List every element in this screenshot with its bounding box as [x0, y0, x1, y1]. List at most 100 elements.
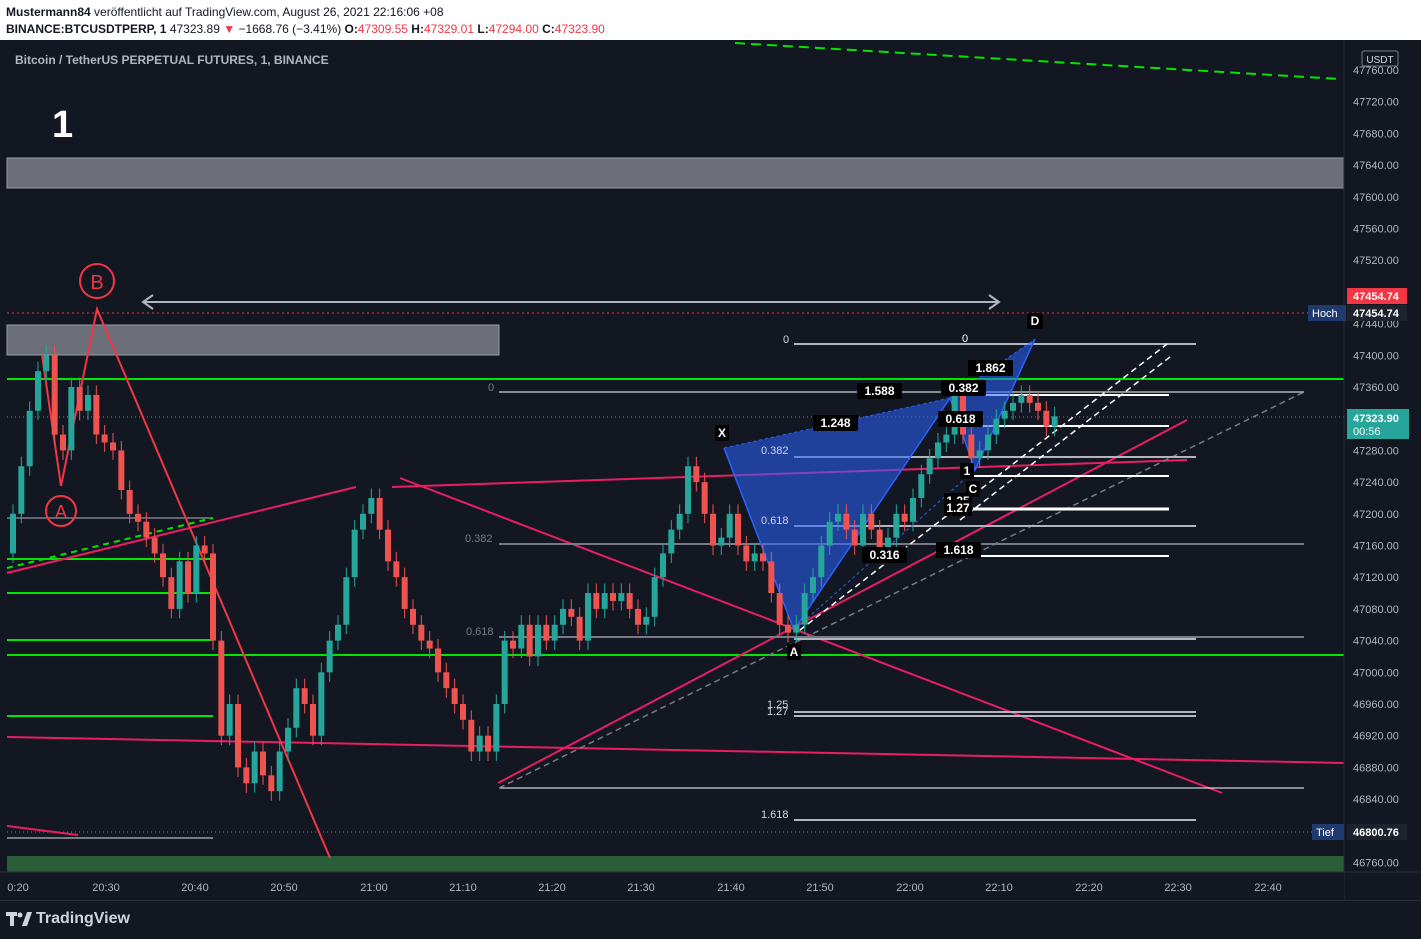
pattern-point-d-box [1027, 313, 1043, 329]
price-tick: 47040.00 [1353, 636, 1399, 648]
time-tick: 21:40 [717, 882, 745, 894]
ratio-0618[interactable]: 0.618 [945, 412, 975, 426]
candle-body [893, 513, 900, 538]
time-tick: 21:10 [449, 882, 477, 894]
last-price: 47323.89 [169, 22, 220, 36]
price-chart[interactable]: X A C D 1.588 1.248 1.862 0.382 0.618 0.316 1.618 1… [0, 40, 1421, 900]
chart-legend[interactable]: Bitcoin / TetherUS PERPETUAL FUTURES, 1,… [15, 53, 329, 67]
ratio-1588[interactable]: 1.588 [864, 384, 894, 398]
publish-header: Mustermann84 veröffentlicht auf TradingV… [0, 0, 1421, 40]
channel-dashed-2[interactable] [959, 356, 1171, 521]
candle-body [710, 513, 716, 546]
time-tick: 21:20 [538, 882, 566, 894]
price-tick: 47360.00 [1353, 382, 1399, 394]
price-tick: 47640.00 [1353, 160, 1399, 172]
candle-body [51, 355, 58, 435]
candle-body [643, 616, 650, 625]
candle-body [551, 624, 558, 641]
candle-body [135, 513, 141, 522]
candle-body [360, 513, 366, 530]
candle-body [676, 513, 683, 530]
ratio-0316[interactable]: 0.316 [869, 548, 899, 562]
candle-body [185, 561, 191, 594]
hoch-price-value: 47454.74 [1353, 308, 1400, 320]
tradingview-logo[interactable]: TradingView [6, 910, 130, 928]
pattern-point-c[interactable]: C [969, 482, 978, 496]
candle-body [1051, 416, 1058, 427]
down-arrow-icon: ▼ [223, 22, 236, 36]
candle-body [985, 434, 991, 451]
pattern-point-d[interactable]: D [1031, 314, 1040, 328]
price-axis[interactable] [1344, 40, 1421, 872]
candle-body [243, 767, 250, 784]
candle-body [935, 442, 941, 459]
wave-lead-line[interactable] [41, 354, 62, 487]
candle-body [1026, 394, 1033, 403]
candle-body [735, 513, 741, 546]
candle-body [193, 545, 200, 594]
support-zone-bottom [7, 856, 1344, 874]
annotation-number[interactable]: 1 [52, 104, 74, 146]
ratio-127-box [944, 500, 972, 516]
low-label: L: [477, 22, 489, 36]
pink-trend-1[interactable] [6, 486, 357, 574]
currency-label: USDT [1366, 55, 1393, 66]
candle-body [26, 410, 33, 467]
chart-area[interactable]: X A C D 1.588 1.248 1.862 0.382 0.618 0.316 1.618 1… [0, 40, 1421, 900]
green-dashed-small[interactable] [6, 517, 214, 569]
price-tick: 47520.00 [1353, 255, 1399, 267]
fib-mid-1618: 1.618 [761, 809, 789, 821]
candle-body [651, 577, 658, 617]
price-tick: 47080.00 [1353, 604, 1399, 616]
pattern-point-x[interactable]: X [718, 426, 726, 440]
wave-label-a[interactable]: A [55, 502, 67, 522]
pattern-point-a[interactable]: A [790, 645, 799, 659]
candle-body [1001, 410, 1008, 419]
tief-price-value: 46800.76 [1353, 827, 1399, 839]
candle-body [326, 640, 333, 673]
wave-label-b[interactable]: B [90, 272, 103, 294]
candle-body [618, 593, 625, 601]
time-axis[interactable] [0, 872, 1344, 900]
candle-body [343, 577, 350, 625]
candlestick-series[interactable] [10, 345, 1058, 801]
author-name[interactable]: Mustermann84 [6, 5, 91, 19]
ratio-1862[interactable]: 1.862 [975, 361, 1005, 375]
hoch-label: Hoch [1312, 308, 1338, 320]
time-tick: 22:30 [1164, 882, 1192, 894]
candle-body [910, 497, 916, 522]
candle-body [693, 466, 700, 483]
candle-body [810, 577, 816, 594]
candle-body [301, 688, 308, 704]
candle-body [918, 474, 925, 498]
trendline-dashed-top[interactable] [734, 42, 1341, 80]
candle-body [376, 497, 383, 530]
candle-body [143, 521, 150, 538]
channel-dashed-1[interactable] [799, 343, 1168, 631]
ratio-1588-box [857, 383, 902, 399]
ratio-0316-box [862, 547, 907, 563]
candle-body [426, 640, 433, 649]
pink-trend-2[interactable] [6, 736, 1345, 764]
ratio-127[interactable]: 1.27 [946, 501, 970, 515]
candle-body [210, 553, 216, 641]
ratio-1618[interactable]: 1.618 [943, 543, 973, 557]
candle-body [451, 688, 458, 704]
publish-info: Mustermann84 veröffentlicht auf TradingV… [6, 5, 444, 19]
candle-body [35, 371, 41, 411]
candle-body [585, 593, 591, 641]
candle-body [401, 577, 408, 609]
ratio-0382[interactable]: 0.382 [948, 381, 978, 395]
candle-body [793, 624, 800, 633]
candle-body [560, 608, 566, 625]
pink-trend-6[interactable] [6, 825, 79, 836]
ratio-1[interactable]: 1 [964, 464, 971, 478]
pink-trend-5[interactable] [497, 419, 1188, 784]
current-price-tag [1347, 409, 1409, 439]
pink-trend-3[interactable] [399, 477, 1223, 794]
low-value: 47294.00 [488, 22, 539, 36]
candle-body [660, 553, 666, 578]
ratio-1248[interactable]: 1.248 [820, 416, 850, 430]
price-tick: 47600.00 [1353, 192, 1399, 204]
candle-body [626, 593, 633, 609]
